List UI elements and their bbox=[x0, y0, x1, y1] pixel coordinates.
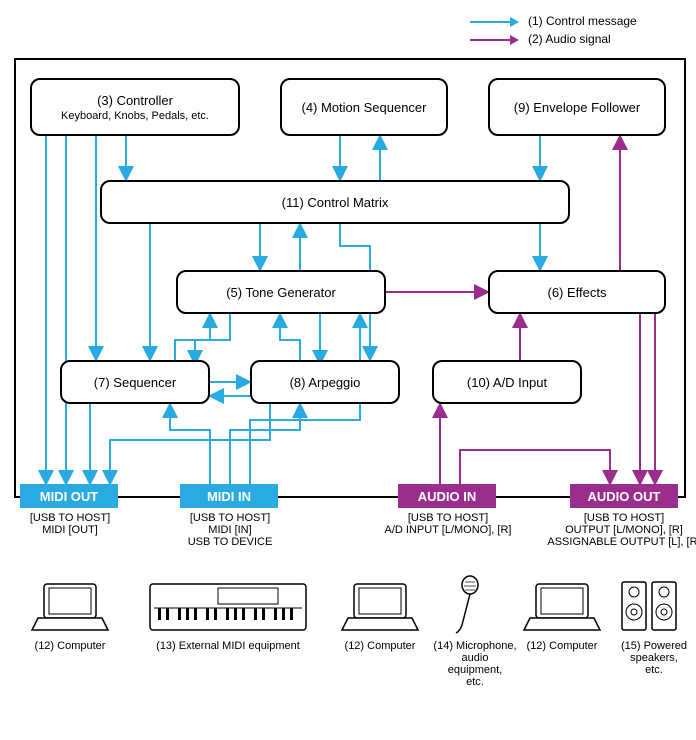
port-audio-in: AUDIO IN bbox=[398, 484, 496, 508]
block-matrix-title: (11) Control Matrix bbox=[282, 195, 389, 210]
block-arpeggio: (8) Arpeggio bbox=[250, 360, 400, 404]
block-adinput-title: (10) A/D Input bbox=[467, 375, 547, 390]
legend-audio-arrow bbox=[510, 35, 519, 45]
device-label-14: (14) Microphone, audio equipment, etc. bbox=[430, 640, 520, 688]
device-label-12c: (12) Computer bbox=[512, 640, 612, 652]
port-midi-in-sub: [USB TO HOST] MIDI [IN] USB TO DEVICE bbox=[160, 512, 300, 548]
block-adinput: (10) A/D Input bbox=[432, 360, 582, 404]
device-label-12a: (12) Computer bbox=[20, 640, 120, 652]
microphone-icon bbox=[448, 575, 484, 635]
device-label-13: (13) External MIDI equipment bbox=[148, 640, 308, 652]
midi-keyboard-icon bbox=[148, 580, 308, 635]
port-audio-out-sub: [USB TO HOST] OUTPUT [L/MONO], [R] ASSIG… bbox=[546, 512, 696, 548]
legend-audio-label: (2) Audio signal bbox=[528, 32, 611, 46]
block-envelope-title: (9) Envelope Follower bbox=[514, 100, 640, 115]
block-effects: (6) Effects bbox=[488, 270, 666, 314]
block-sequencer-title: (7) Sequencer bbox=[94, 375, 176, 390]
diagram-canvas: (1) Control message (2) Audio signal bbox=[0, 0, 696, 740]
port-audio-out: AUDIO OUT bbox=[570, 484, 678, 508]
device-label-15: (15) Powered speakers, etc. bbox=[614, 640, 694, 676]
port-audio-in-sub: [USB TO HOST] A/D INPUT [L/MONO], [R] bbox=[378, 512, 518, 536]
block-controller-sub: Keyboard, Knobs, Pedals, etc. bbox=[61, 110, 209, 122]
device-label-12b: (12) Computer bbox=[330, 640, 430, 652]
block-controller: (3) Controller Keyboard, Knobs, Pedals, … bbox=[30, 78, 240, 136]
laptop-icon bbox=[340, 580, 420, 635]
block-envelope: (9) Envelope Follower bbox=[488, 78, 666, 136]
block-tone: (5) Tone Generator bbox=[176, 270, 386, 314]
block-sequencer: (7) Sequencer bbox=[60, 360, 210, 404]
block-arpeggio-title: (8) Arpeggio bbox=[290, 375, 361, 390]
laptop-icon bbox=[522, 580, 602, 635]
block-matrix: (11) Control Matrix bbox=[100, 180, 570, 224]
port-midi-in: MIDI IN bbox=[180, 484, 278, 508]
legend-audio-line bbox=[470, 39, 510, 41]
port-midi-out-sub: [USB TO HOST] MIDI [OUT] bbox=[0, 512, 140, 536]
legend-control-arrow bbox=[510, 17, 519, 27]
speakers-icon bbox=[620, 578, 680, 636]
port-midi-out: MIDI OUT bbox=[20, 484, 118, 508]
block-motion-title: (4) Motion Sequencer bbox=[301, 100, 426, 115]
block-effects-title: (6) Effects bbox=[547, 285, 606, 300]
legend-control-line bbox=[470, 21, 510, 23]
laptop-icon bbox=[30, 580, 110, 635]
block-controller-title: (3) Controller bbox=[97, 93, 173, 108]
block-motion: (4) Motion Sequencer bbox=[280, 78, 448, 136]
block-tone-title: (5) Tone Generator bbox=[226, 285, 336, 300]
legend-control-label: (1) Control message bbox=[528, 14, 637, 28]
